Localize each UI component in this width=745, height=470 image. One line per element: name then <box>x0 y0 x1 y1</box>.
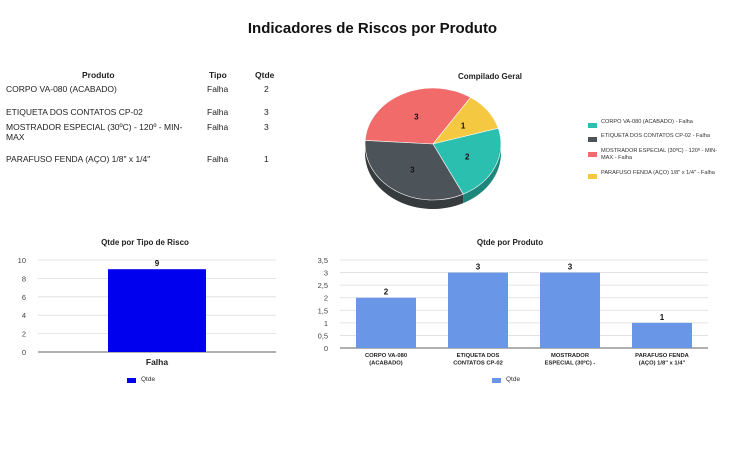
pie-slice-label: 2 <box>465 152 470 161</box>
y-tick-label: 0 <box>324 344 328 353</box>
x-tick-label: CORPO VA-080 <box>365 353 407 359</box>
x-tick-label: Falha <box>146 357 168 367</box>
x-tick-label: ETIQUETA DOS <box>457 353 500 359</box>
y-tick-label: 1 <box>324 319 328 328</box>
y-tick-label: 1,5 <box>318 306 328 315</box>
x-tick-label: ESPECIAL (30ºC) - <box>545 361 596 367</box>
table-cell-produto: ETIQUETA DOS CONTATOS CP-02 <box>6 107 143 117</box>
bar-data-label: 1 <box>660 313 665 322</box>
bar <box>356 297 416 348</box>
pie-slice-label: 1 <box>461 122 466 131</box>
y-tick-label: 2,5 <box>318 281 328 290</box>
pie-slice <box>432 127 502 195</box>
x-tick-label: CONTATOS CP-02 <box>453 361 503 367</box>
bar-data-label: 3 <box>476 263 481 272</box>
y-tick-label: 0,5 <box>318 331 328 340</box>
x-tick-label: MOSTRADOR <box>551 353 590 359</box>
x-tick-label: (ACABADO) <box>369 361 403 367</box>
page-title: Indicadores de Riscos por Produto <box>247 20 498 37</box>
table-cell-qtde: 3 <box>264 107 269 117</box>
bar <box>108 269 206 352</box>
bar <box>632 322 692 348</box>
y-tick-label: 8 <box>22 274 26 283</box>
table-cell-tipo: Falha <box>207 154 229 164</box>
pie-legend-swatch <box>588 123 597 128</box>
y-tick-label: 6 <box>22 293 26 302</box>
y-tick-label: 3,5 <box>318 256 328 265</box>
pie-legend-label: ETIQUETA DOS CONTATOS CP-02 - Falha <box>601 133 710 139</box>
table-cell-produto: PARAFUSO FENDA (AÇO) 1/8" x 1/4" <box>6 154 151 164</box>
pie-slice <box>364 140 464 201</box>
table-cell-qtde: 3 <box>264 122 269 132</box>
pie-slice-side <box>463 144 501 204</box>
table-cell-tipo: Falha <box>207 122 229 132</box>
type-legend-swatch <box>127 378 136 383</box>
product-legend-swatch <box>492 378 501 383</box>
y-tick-label: 2 <box>22 330 26 339</box>
pie-chart: 3 1 2 3 <box>364 87 502 209</box>
pie-slice-label: 3 <box>414 112 419 121</box>
type-legend-label: Qtde <box>141 376 156 383</box>
bar-data-label: 2 <box>384 288 389 297</box>
x-tick-label: (AÇO) 1/8" x 1/4" <box>639 361 686 367</box>
y-tick-label: 2 <box>324 294 328 303</box>
pie-legend-label: MOSTRADOR ESPECIAL (30ºC) - 120º - MIN-M… <box>601 148 718 161</box>
y-tick-label: 0 <box>22 348 26 357</box>
product-legend-label: Qtde <box>506 376 521 383</box>
pie-legend-label: CORPO VA-080 (ACABADO) - Falha <box>601 119 693 125</box>
pie-slice-side <box>365 144 464 209</box>
bar <box>448 272 508 348</box>
pie-legend-label: PARAFUSO FENDA (AÇO) 1/8" x 1/4" - Falha <box>601 170 715 176</box>
table-cell-produto: MOSTRADOR ESPECIAL (30ºC) - 120º - MIN-M… <box>6 122 183 142</box>
pie-legend-swatch <box>588 137 597 142</box>
bar <box>540 272 600 348</box>
table-cell-tipo: Falha <box>207 84 229 94</box>
product-chart-title: Qtde por Produto <box>476 238 544 247</box>
x-tick-label: PARAFUSO FENDA <box>635 353 689 359</box>
table-cell-qtde: 2 <box>264 84 269 94</box>
type-bar-chart: 0 2 4 6 8 10 9 Falha <box>18 256 276 367</box>
pie-legend-swatch <box>588 152 597 157</box>
table-cell-produto: CORPO VA-080 (ACABADO) <box>6 84 117 94</box>
y-tick-label: 4 <box>22 311 26 320</box>
table-cell-tipo: Falha <box>207 107 229 117</box>
table-cell-qtde: 1 <box>264 154 269 164</box>
y-tick-label: 3 <box>324 269 328 278</box>
table-header-qtde: Qtde <box>255 70 275 80</box>
product-bar-chart: 0 0,5 1 1,5 2 2,5 3 3,5 2 CORPO VA-080 (ACABADO) 3 E… <box>318 256 708 367</box>
pie-legend-swatch <box>588 174 597 179</box>
type-chart-title: Qtde por Tipo de Risco <box>101 238 189 247</box>
pie-chart-title: Compilado Geral <box>457 72 522 81</box>
bar-data-label: 3 <box>568 263 573 272</box>
table-header-produto: Produto <box>82 70 115 80</box>
bar-data-label: 9 <box>155 259 160 268</box>
y-tick-label: 10 <box>18 256 26 265</box>
table-header-tipo: Tipo <box>209 70 227 80</box>
pie-slice-label: 3 <box>410 166 415 175</box>
